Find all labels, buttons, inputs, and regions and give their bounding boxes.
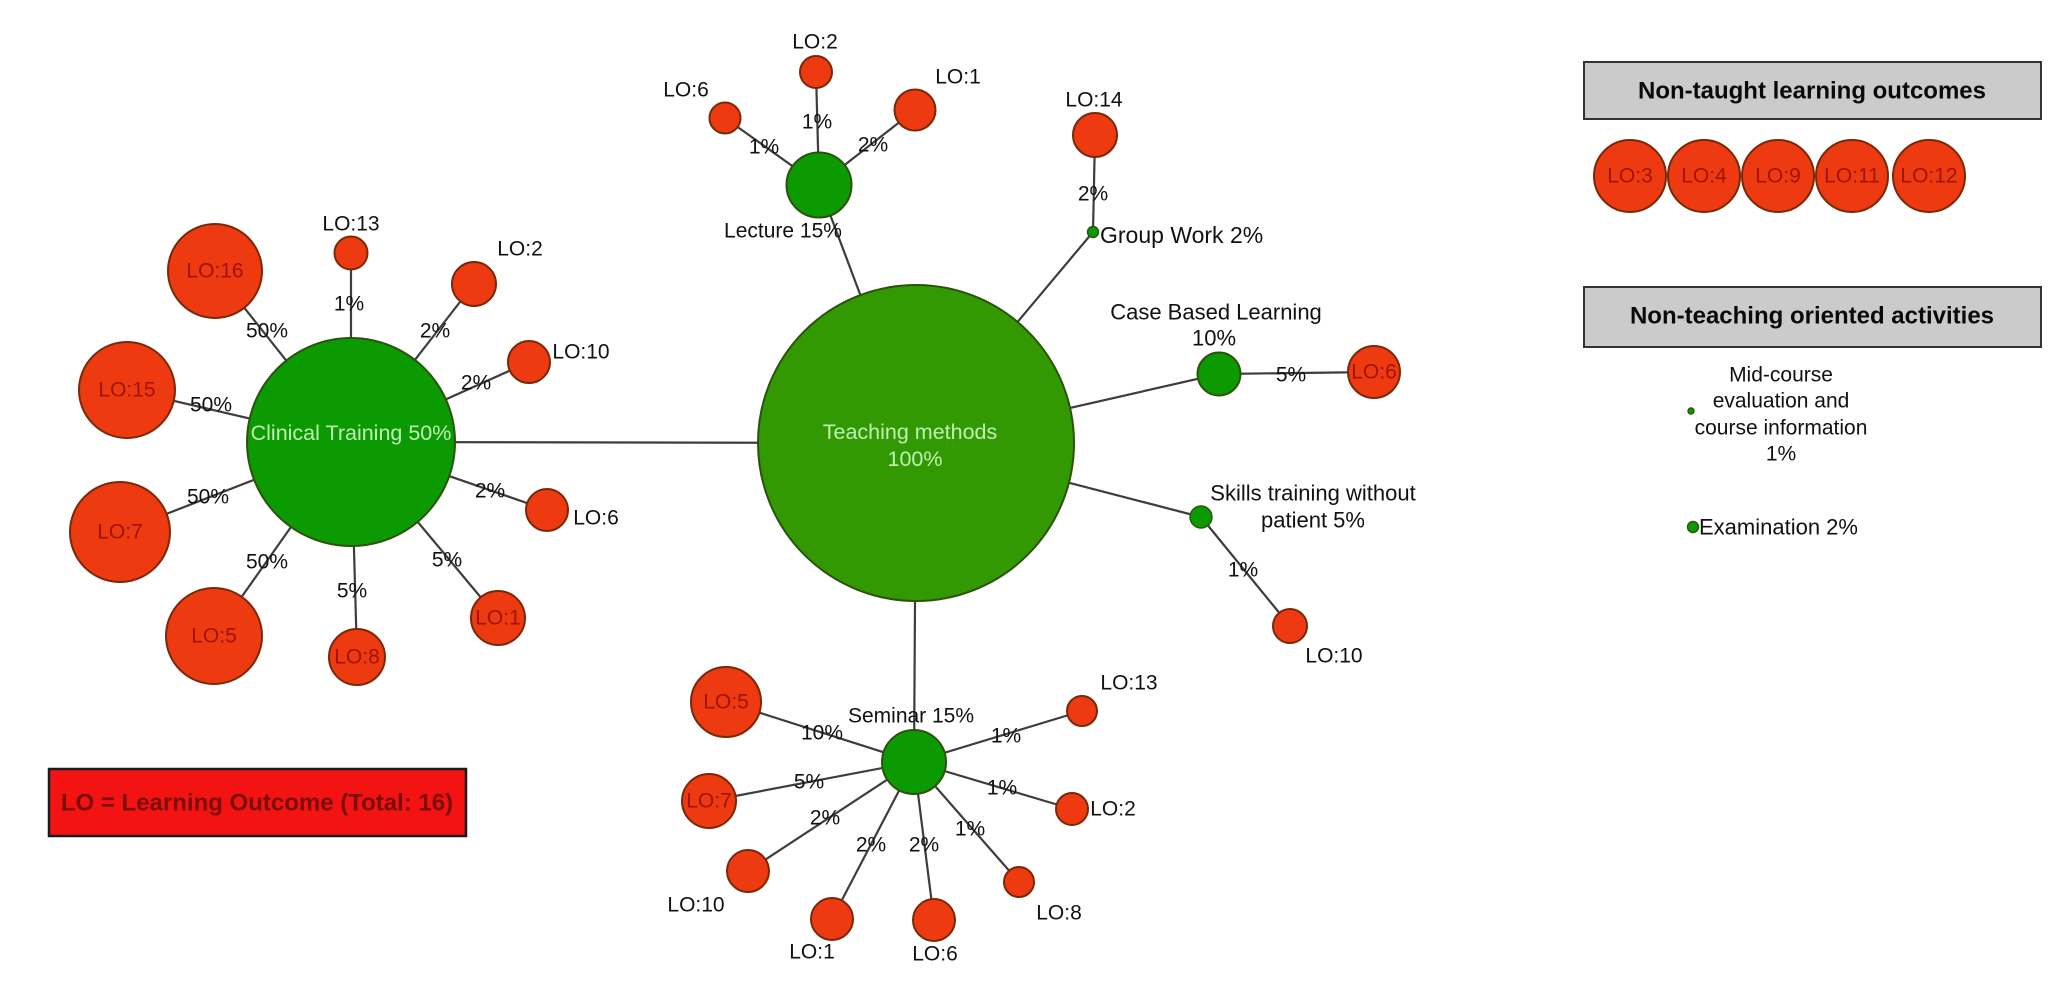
svg-text:LO:8: LO:8 — [1036, 902, 1082, 925]
svg-text:LO:7: LO:7 — [97, 521, 143, 544]
svg-text:1%: 1% — [749, 136, 779, 159]
svg-text:course information: course information — [1695, 417, 1868, 440]
svg-text:50%: 50% — [246, 320, 288, 343]
svg-text:5%: 5% — [794, 771, 824, 794]
svg-text:1%: 1% — [991, 725, 1021, 748]
svg-text:Teaching methods: Teaching methods — [823, 420, 998, 444]
svg-text:5%: 5% — [1276, 364, 1306, 387]
svg-text:2%: 2% — [475, 480, 505, 503]
svg-text:LO:5: LO:5 — [703, 691, 749, 714]
svg-text:LO:8: LO:8 — [334, 646, 380, 669]
svg-text:patient 5%: patient 5% — [1261, 508, 1365, 533]
svg-text:LO:12: LO:12 — [1900, 165, 1957, 188]
svg-text:10%: 10% — [801, 722, 843, 745]
svg-text:Mid-course: Mid-course — [1729, 364, 1833, 387]
svg-text:1%: 1% — [802, 111, 832, 134]
svg-text:LO:6: LO:6 — [912, 943, 958, 966]
svg-text:LO:16: LO:16 — [186, 260, 243, 283]
svg-text:2%: 2% — [810, 807, 840, 830]
svg-text:LO:2: LO:2 — [1090, 798, 1136, 821]
svg-text:LO:6: LO:6 — [573, 507, 619, 530]
svg-text:LO = Learning Outcome (Total:: LO = Learning Outcome (Total: 16) — [61, 790, 453, 817]
svg-text:5%: 5% — [337, 580, 367, 603]
svg-text:LO:11: LO:11 — [1824, 165, 1880, 188]
svg-text:50%: 50% — [190, 394, 232, 417]
svg-text:Non-teaching oriented activiti: Non-teaching oriented activities — [1630, 303, 1994, 330]
svg-text:5%: 5% — [432, 549, 462, 572]
svg-text:Skills training without: Skills training without — [1210, 481, 1415, 506]
svg-text:LO:10: LO:10 — [552, 341, 609, 364]
svg-text:LO:2: LO:2 — [792, 31, 838, 54]
svg-text:LO:10: LO:10 — [1305, 645, 1362, 668]
svg-text:10%: 10% — [1192, 326, 1236, 351]
svg-text:LO:2: LO:2 — [497, 238, 543, 261]
svg-text:2%: 2% — [909, 834, 939, 857]
svg-text:LO:1: LO:1 — [789, 941, 835, 964]
svg-text:Clinical Training 50%: Clinical Training 50% — [251, 421, 452, 445]
svg-text:LO:3: LO:3 — [1607, 165, 1653, 188]
svg-text:2%: 2% — [461, 372, 491, 395]
svg-text:1%: 1% — [987, 777, 1017, 800]
svg-text:2%: 2% — [420, 320, 450, 343]
svg-text:2%: 2% — [856, 834, 886, 857]
svg-text:Lecture 15%: Lecture 15% — [724, 220, 842, 243]
svg-text:LO:1: LO:1 — [475, 607, 521, 630]
svg-text:LO:6: LO:6 — [1351, 361, 1397, 384]
svg-text:Case Based Learning: Case Based Learning — [1110, 300, 1322, 325]
svg-text:1%: 1% — [1766, 443, 1796, 466]
svg-text:LO:1: LO:1 — [935, 66, 981, 89]
svg-text:evaluation and: evaluation and — [1713, 390, 1850, 413]
svg-text:LO:7: LO:7 — [686, 790, 732, 813]
svg-text:Group Work 2%: Group Work 2% — [1100, 222, 1263, 248]
svg-text:LO:14: LO:14 — [1065, 89, 1123, 112]
svg-text:Examination 2%: Examination 2% — [1699, 515, 1858, 540]
svg-text:50%: 50% — [187, 486, 229, 509]
svg-text:1%: 1% — [955, 818, 985, 841]
svg-text:2%: 2% — [858, 134, 888, 157]
svg-text:1%: 1% — [334, 293, 364, 316]
svg-text:LO:13: LO:13 — [1100, 672, 1157, 695]
svg-text:100%: 100% — [888, 447, 943, 471]
svg-text:Seminar 15%: Seminar 15% — [848, 705, 974, 728]
svg-text:2%: 2% — [1078, 183, 1108, 206]
svg-text:50%: 50% — [246, 551, 288, 574]
svg-text:Non-taught learning outcomes: Non-taught learning outcomes — [1638, 78, 1986, 105]
svg-text:LO:6: LO:6 — [663, 79, 709, 102]
svg-text:LO:13: LO:13 — [322, 213, 379, 236]
svg-text:LO:4: LO:4 — [1681, 165, 1727, 188]
svg-text:LO:15: LO:15 — [98, 379, 155, 402]
svg-text:1%: 1% — [1228, 559, 1258, 582]
svg-text:LO:10: LO:10 — [667, 894, 724, 917]
svg-text:LO:5: LO:5 — [191, 625, 237, 648]
svg-text:LO:9: LO:9 — [1755, 165, 1801, 188]
